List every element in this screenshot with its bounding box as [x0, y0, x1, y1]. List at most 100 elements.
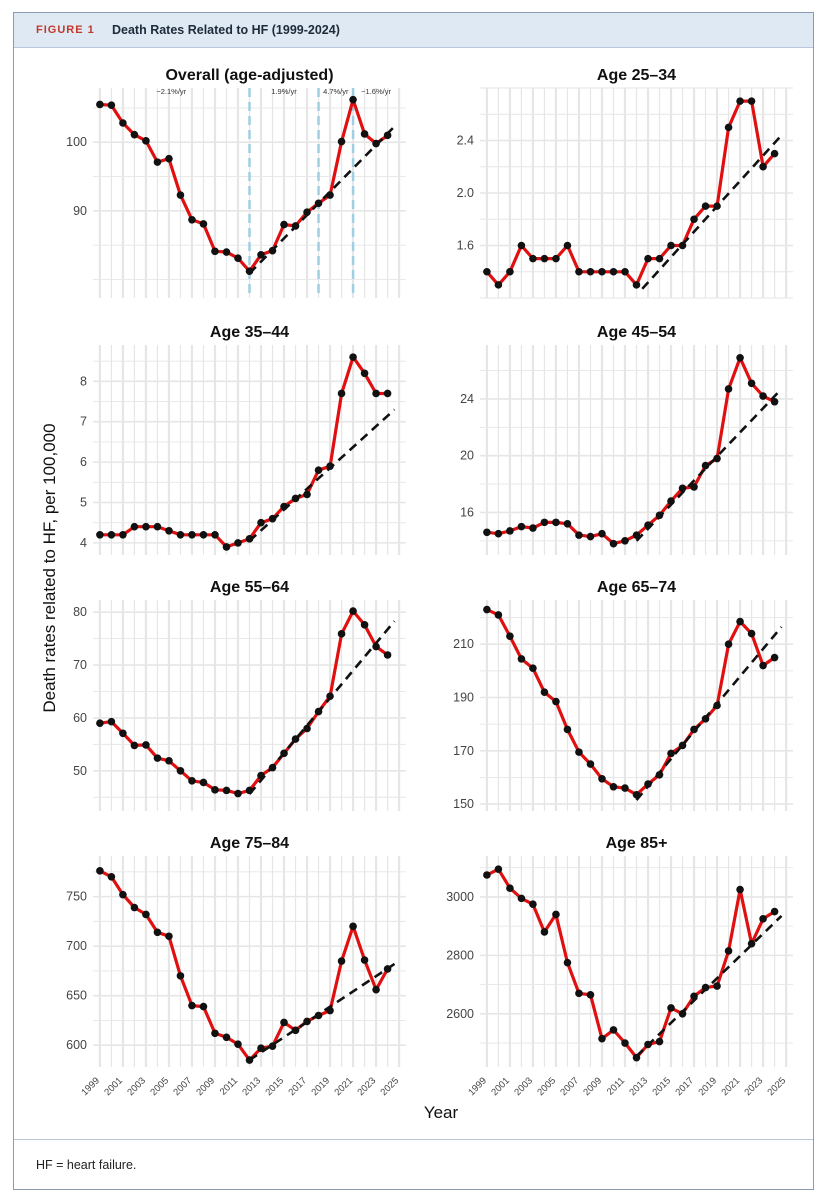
- y-tick-label: 5: [80, 496, 87, 510]
- x-tick-label: 2009: [194, 1075, 217, 1098]
- y-tick-label: 2800: [446, 948, 474, 962]
- data-point: [153, 928, 162, 937]
- data-point: [303, 490, 311, 499]
- y-axis-label: Death rates related to HF, per 100,000: [40, 423, 59, 712]
- data-point: [245, 786, 254, 795]
- data-point: [326, 191, 334, 199]
- data-point: [517, 522, 526, 531]
- y-tick-label: 80: [73, 605, 87, 619]
- data-point: [119, 531, 127, 539]
- y-tick-label: 600: [66, 1038, 87, 1052]
- data-point: [563, 725, 572, 734]
- data-point: [529, 900, 537, 909]
- x-tick-label: 2015: [650, 1075, 673, 1098]
- y-tick-label: 6: [80, 455, 87, 469]
- y-tick-label: 1.6: [457, 239, 474, 253]
- data-point: [517, 894, 526, 903]
- data-point: [119, 890, 127, 899]
- data-point: [107, 873, 116, 881]
- data-point: [483, 871, 491, 879]
- data-point: [360, 130, 369, 138]
- data-point: [586, 267, 595, 276]
- data-point: [234, 539, 242, 547]
- segment-apc-annotation: −2.1%/yr: [156, 87, 186, 96]
- segment-apc-annotation: −1.6%/yr: [361, 87, 391, 96]
- data-point: [701, 461, 710, 470]
- x-tick-label: 2001: [489, 1075, 512, 1098]
- segment-apc-annotation: 1.9%/yr: [271, 87, 297, 96]
- data-point: [314, 466, 323, 474]
- y-tick-label: 2.0: [457, 186, 474, 200]
- data-point: [609, 267, 618, 276]
- data-point: [632, 1053, 641, 1062]
- data-point: [372, 139, 380, 148]
- y-tick-label: 750: [66, 890, 87, 904]
- y-tick-label: 8: [80, 374, 87, 388]
- data-point: [736, 97, 744, 105]
- data-point: [199, 1002, 208, 1011]
- data-point: [165, 526, 173, 535]
- data-point: [142, 910, 150, 919]
- data-point: [632, 790, 641, 799]
- data-point: [268, 763, 277, 772]
- data-point: [222, 1033, 231, 1042]
- data-point: [575, 748, 583, 756]
- data-point: [291, 735, 300, 743]
- x-axis-label: Year: [424, 1103, 459, 1122]
- data-point: [736, 885, 744, 894]
- data-point: [483, 605, 491, 614]
- y-tick-label: 190: [453, 691, 474, 705]
- data-point: [130, 522, 139, 531]
- data-point: [759, 661, 767, 670]
- y-tick-label: 20: [460, 449, 474, 463]
- data-point: [621, 784, 629, 792]
- y-tick-label: 3000: [446, 890, 474, 904]
- series-line-observed: [485, 867, 777, 1060]
- data-point: [349, 95, 357, 104]
- data-point: [176, 531, 185, 539]
- data-point: [326, 692, 334, 701]
- data-point: [690, 215, 698, 224]
- figure-header: FIGURE 1 Death Rates Related to HF (1999…: [14, 13, 813, 48]
- data-point: [644, 780, 652, 788]
- panel-2: 1.6 2.0 2.4 Age 25–34: [457, 67, 793, 299]
- data-point: [165, 154, 173, 163]
- data-point: [268, 514, 277, 523]
- data-point: [770, 653, 779, 662]
- data-point: [655, 511, 664, 520]
- x-tick-label: 2023: [355, 1075, 378, 1098]
- y-tick-label: 170: [453, 744, 474, 758]
- data-point: [383, 651, 392, 659]
- panel-6: 150 170 190 210 Age 65–74: [453, 579, 793, 811]
- y-tick-label: 700: [66, 939, 87, 953]
- data-point: [632, 531, 641, 539]
- data-point: [337, 630, 346, 638]
- series-line-observed: [98, 869, 390, 1062]
- data-point: [678, 484, 687, 493]
- data-point: [188, 1001, 196, 1010]
- panel-5: 50 60 70 80 Age 55–64: [73, 579, 406, 811]
- x-tick-label: 2011: [605, 1075, 627, 1097]
- data-point: [713, 202, 721, 210]
- x-tick-label: 2013: [240, 1075, 263, 1098]
- data-point: [291, 222, 300, 230]
- data-point: [724, 123, 733, 132]
- data-point: [506, 527, 514, 535]
- y-tick-label: 150: [453, 797, 474, 811]
- data-point: [494, 281, 503, 289]
- data-point: [360, 621, 369, 629]
- x-tick-label: 2025: [765, 1075, 788, 1098]
- y-tick-label: 90: [73, 204, 87, 218]
- figure-label: FIGURE 1: [36, 24, 95, 36]
- data-point: [701, 202, 710, 210]
- data-point: [552, 518, 560, 527]
- data-point: [245, 267, 254, 276]
- panel-title: Age 85+: [606, 835, 668, 852]
- data-point: [540, 254, 549, 263]
- segment-apc-annotation: 4.7%/yr: [323, 87, 349, 96]
- x-tick-label: 2005: [535, 1075, 558, 1098]
- data-point: [245, 1056, 254, 1064]
- data-point: [142, 522, 150, 531]
- data-point: [130, 130, 139, 139]
